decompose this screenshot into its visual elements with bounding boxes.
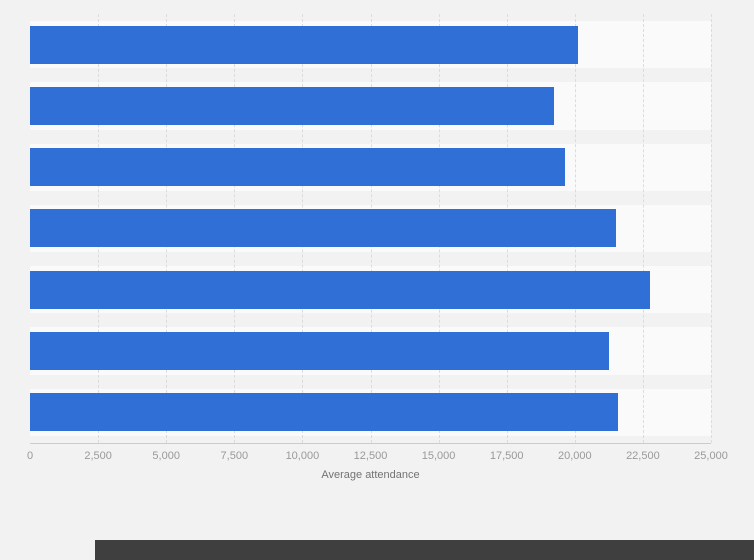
x-tick-label: 15,000: [421, 450, 456, 462]
bar-row: [30, 198, 711, 259]
x-tick-label: 22,500: [626, 450, 660, 462]
x-tick-label: 0: [26, 450, 34, 462]
x-tick-label: 7,500: [220, 450, 249, 462]
x-axis-ticks: 0 2,500 5,000 7,500 10,000 12,500 15,000 17,500…: [26, 450, 728, 464]
x-tick-label: 20,000: [557, 450, 592, 462]
bar-row: [30, 75, 711, 136]
bar-rows: [30, 14, 711, 443]
x-tick-label: 12,500: [353, 450, 388, 462]
bar-item-1[interactable]: [30, 86, 555, 125]
bar-item-2[interactable]: [30, 148, 566, 187]
x-tick-label: 10,000: [285, 450, 320, 462]
x-tick-label: 5,000: [152, 450, 180, 462]
bar-row: [30, 320, 711, 381]
footer-bar: [95, 540, 754, 560]
bar-row: [30, 137, 711, 198]
gridline: [711, 14, 712, 443]
bar-item-6[interactable]: [30, 393, 619, 432]
bar-item-3[interactable]: [30, 209, 616, 248]
bar-chart-plot-area: [30, 14, 712, 444]
x-axis-title: Average attendance: [321, 469, 420, 481]
bar-row: [30, 259, 711, 320]
x-tick-label: 17,500: [489, 450, 524, 462]
x-tick-label: 2,500: [84, 450, 112, 462]
x-tick-label: 25,000: [694, 450, 728, 462]
bar-item-0[interactable]: [30, 25, 578, 64]
gridline: [642, 14, 644, 443]
bar-item-5[interactable]: [30, 332, 609, 371]
bar-row: [30, 382, 711, 443]
bar-row: [30, 14, 711, 75]
bar-item-4[interactable]: [30, 270, 650, 309]
